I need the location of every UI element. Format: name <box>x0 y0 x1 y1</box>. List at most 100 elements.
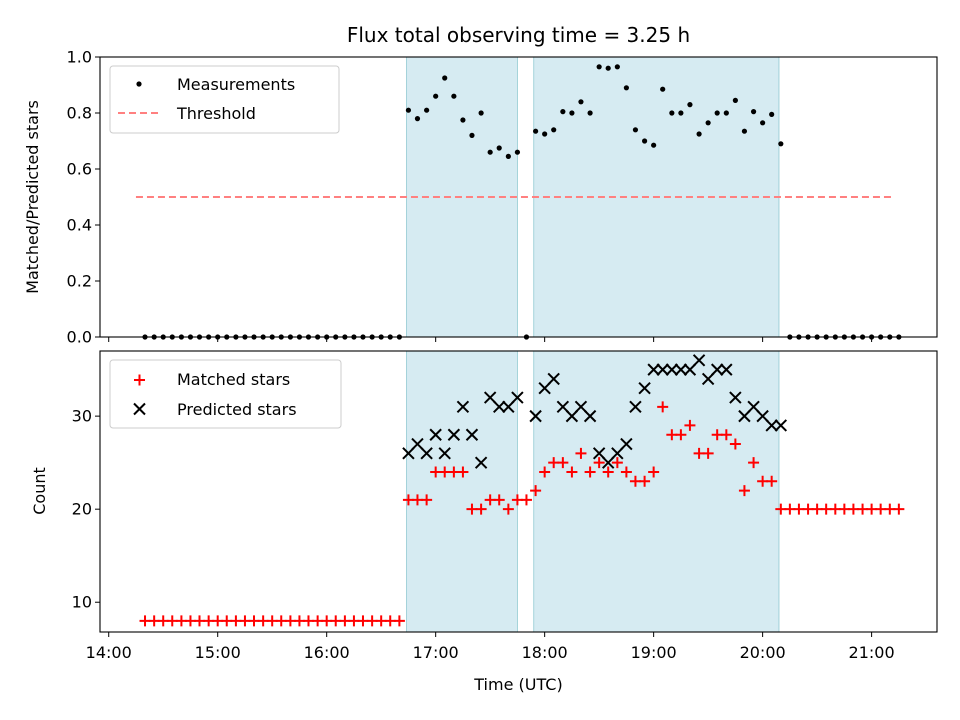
matched-stars-point <box>575 447 587 459</box>
measurement-point <box>732 97 738 103</box>
measurement-point <box>669 110 675 116</box>
predicted-stars-point <box>574 400 588 414</box>
predicted-stars-point <box>756 409 769 423</box>
top-panel-legend: Measurements Threshold <box>109 65 340 134</box>
legend-threshold-label: Threshold <box>176 104 256 123</box>
matched-stars-point <box>720 429 732 441</box>
legend-measurements-label: Measurements <box>177 75 295 94</box>
matched-stars-point <box>475 503 487 515</box>
top-panel: 0.0 0.2 0.4 0.6 0.8 1.0 Matched/Predicted sta… <box>23 48 938 347</box>
predicted-stars-point <box>465 428 479 441</box>
y-tick-label: 1.0 <box>67 48 92 67</box>
measurement-point <box>623 85 629 91</box>
predicted-stars-point <box>538 382 551 395</box>
matched-stars-point <box>530 485 542 497</box>
predicted-stars-point <box>474 456 488 469</box>
matched-stars-point <box>611 457 623 469</box>
bottom-panel-frame <box>99 350 938 633</box>
matched-stars-point <box>893 503 905 515</box>
y-tick-label: 10 <box>72 593 92 612</box>
shaded-interval <box>406 350 518 633</box>
matched-stars-point <box>738 485 750 497</box>
predicted-stars-point <box>611 447 624 460</box>
bottom-panel-marks <box>139 354 905 627</box>
legend-measurements-marker <box>136 81 142 87</box>
matched-stars-point <box>539 466 551 478</box>
predicted-stars-point <box>583 409 597 423</box>
y-tick-label: 0.2 <box>67 272 92 291</box>
measurement-point <box>442 75 448 81</box>
matched-stars-point <box>520 494 532 506</box>
predicted-stars-point <box>547 372 560 386</box>
predicted-stars-point <box>692 354 706 367</box>
x-tick-label: 19:00 <box>631 643 677 662</box>
predicted-stars-point <box>629 400 642 414</box>
measurement-point <box>578 99 584 105</box>
predicted-stars-point <box>647 363 660 376</box>
predicted-stars-point <box>411 437 424 451</box>
matched-stars-point <box>729 438 741 450</box>
measurement-point <box>487 149 493 155</box>
measurement-point <box>460 117 466 123</box>
legend-matched-marker <box>134 374 145 386</box>
measurement-point <box>750 109 757 115</box>
predicted-stars-point <box>592 447 606 460</box>
predicted-stars-point <box>420 447 433 460</box>
measurement-point <box>641 138 648 144</box>
predicted-stars-point <box>456 400 470 414</box>
predicted-stars-point <box>601 456 615 469</box>
x-tick-label: 14:00 <box>86 643 132 662</box>
matched-stars-point <box>502 503 514 515</box>
measurement-point <box>414 116 421 122</box>
predicted-stars-point <box>502 400 515 414</box>
measurement-point <box>651 142 657 148</box>
chart-title: Flux total observing time = 3.25 h <box>347 23 690 47</box>
matched-stars-point <box>620 466 632 478</box>
legend-box <box>109 65 340 134</box>
predicted-stars-point <box>729 391 742 404</box>
measurement-point <box>505 153 511 159</box>
measurement-point <box>605 65 611 71</box>
y-tick-label: 0.8 <box>67 104 92 123</box>
matched-stars-point <box>584 466 596 478</box>
y-tick-label: 20 <box>72 500 92 519</box>
top-panel-y-axis: 0.0 0.2 0.4 0.6 0.8 1.0 <box>67 48 100 347</box>
predicted-stars-point <box>402 447 415 460</box>
measurement-point <box>533 128 539 134</box>
measurement-point <box>687 102 693 108</box>
predicted-stars-point <box>493 400 506 414</box>
predicted-stars-point <box>511 391 524 404</box>
top-panel-frame <box>99 56 938 338</box>
matched-stars-point <box>593 457 605 469</box>
measurement-point <box>560 109 566 115</box>
measurement-point <box>405 107 412 113</box>
matched-stars-point <box>493 494 505 506</box>
predicted-stars-point <box>656 363 669 376</box>
predicted-stars-point <box>701 372 715 386</box>
x-axis: 14:00 15:00 16:00 17:00 18:00 19:00 20:00 21:00 <box>86 632 895 662</box>
x-tick-label: 21:00 <box>849 643 895 662</box>
legend-predicted-label: Predicted stars <box>177 400 297 419</box>
predicted-stars-point <box>774 419 788 432</box>
measurement-point <box>587 110 593 116</box>
measurement-point <box>451 93 457 99</box>
y-tick-label: 30 <box>72 407 92 426</box>
predicted-stars-point <box>710 363 724 376</box>
matched-stars-point <box>557 457 569 469</box>
predicted-stars-point <box>438 447 451 460</box>
matched-stars-point <box>566 466 578 478</box>
predicted-stars-point <box>747 400 760 414</box>
measurement-point <box>433 93 439 99</box>
predicted-stars-point <box>738 409 751 423</box>
measurement-point <box>778 141 784 147</box>
measurement-point <box>705 120 711 126</box>
predicted-stars-point <box>674 363 688 376</box>
measurement-point <box>551 127 557 133</box>
measurement-point <box>678 110 684 116</box>
measurement-point <box>424 107 430 113</box>
matched-stars-point <box>748 457 760 469</box>
matched-stars-point <box>648 466 660 478</box>
predicted-stars-point <box>556 400 570 414</box>
measurement-point <box>569 110 575 116</box>
